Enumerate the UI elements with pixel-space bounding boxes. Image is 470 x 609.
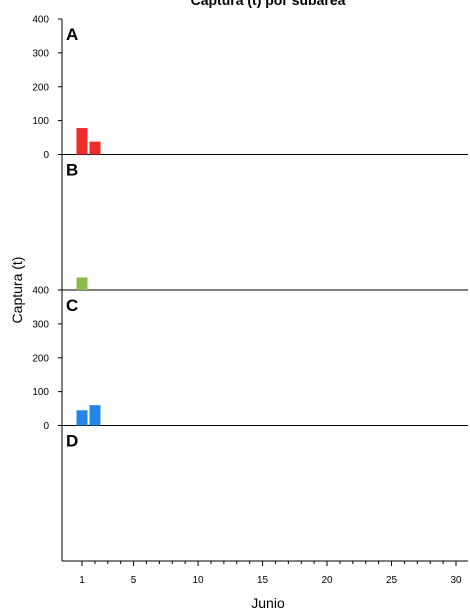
x-tick-label: 1 — [79, 575, 85, 586]
y-tick-label: 100 — [32, 387, 49, 398]
y-tick-label: 400 — [32, 15, 49, 26]
y-tick-label: 0 — [43, 150, 49, 161]
panel-d: D — [66, 432, 78, 451]
panel-label: B — [66, 161, 78, 180]
bar — [76, 128, 88, 155]
y-axis-label: Captura (t) — [9, 257, 25, 324]
panel-label: D — [66, 432, 78, 451]
panel-a: 0 100 200 300 400 A — [32, 15, 468, 161]
y-tick-label: 200 — [32, 82, 49, 93]
y-tick-label: 300 — [32, 48, 49, 59]
bar — [76, 410, 88, 426]
panel-b: B — [62, 161, 468, 291]
y-tick-label: 0 — [43, 421, 49, 432]
chart-title: Captura (t) por subárea — [191, 0, 346, 8]
y-tick-label: 400 — [32, 286, 49, 297]
x-tick-label: 20 — [321, 575, 333, 586]
x-tick-label: 30 — [450, 575, 462, 586]
bar — [89, 141, 101, 155]
x-tick-label: 10 — [193, 575, 205, 586]
panels: 0 100 200 300 400 A B 0 100 200 300 400 C D — [32, 15, 468, 561]
panel-label: A — [66, 25, 78, 44]
y-tick-label: 100 — [32, 116, 49, 127]
x-axis: 1 5 10 15 20 25 30 — [62, 560, 468, 586]
x-tick-label: 25 — [386, 575, 398, 586]
y-tick-label: 300 — [32, 319, 49, 330]
panel-label: C — [66, 296, 78, 315]
bar — [89, 405, 101, 426]
x-axis-label: Junio — [251, 595, 285, 609]
y-tick-label: 200 — [32, 353, 49, 364]
x-tick-label: 5 — [131, 575, 137, 586]
x-tick-label: 15 — [257, 575, 269, 586]
bar — [76, 277, 88, 290]
panel-c: 0 100 200 300 400 C — [32, 286, 468, 432]
